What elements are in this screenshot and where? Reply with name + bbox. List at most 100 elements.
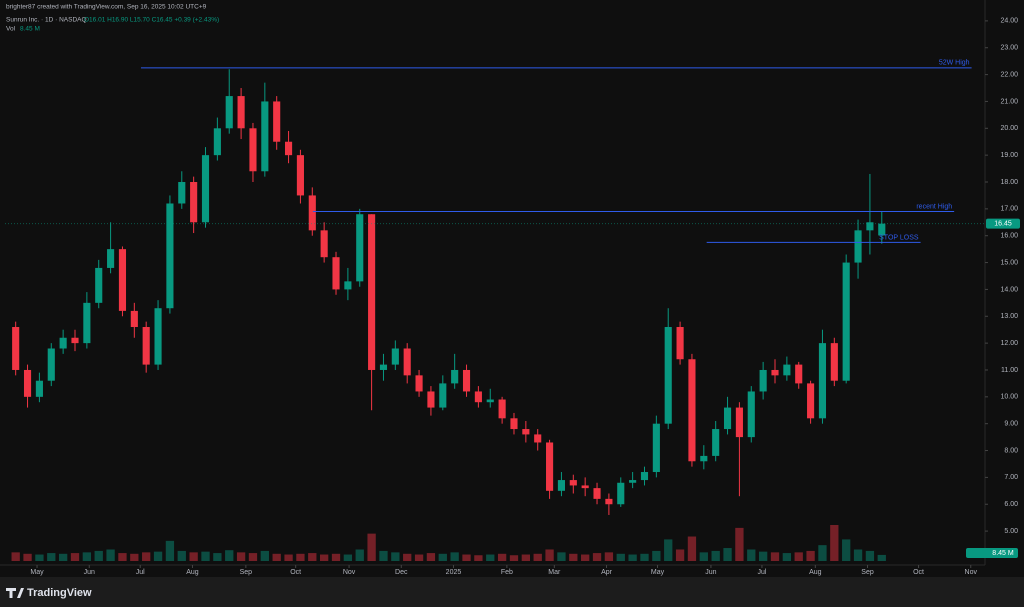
y-tick-label: 21.00 <box>1000 98 1018 105</box>
volume-bar <box>675 549 685 561</box>
candle-body <box>771 369 779 376</box>
volume-bar <box>569 553 578 561</box>
candle-body <box>557 480 565 491</box>
volume-bar <box>557 552 566 561</box>
candle-body <box>522 429 530 435</box>
volume-bar <box>165 540 175 561</box>
volume-bar <box>438 553 447 561</box>
volume-bar <box>486 554 495 561</box>
vol-label: Vol <box>6 26 16 33</box>
x-tick-label: May <box>651 569 665 576</box>
volume-bar <box>604 552 614 561</box>
candle-body <box>142 327 150 365</box>
candle-body <box>807 383 815 419</box>
y-tick-label: 23.00 <box>1000 45 1018 52</box>
volume-bar <box>260 550 269 561</box>
volume-bar <box>142 552 151 561</box>
volume-bar <box>521 554 530 561</box>
y-tick-label: 15.00 <box>1000 259 1018 266</box>
volume-bar <box>225 550 234 561</box>
candle-body <box>688 359 696 462</box>
candle-body <box>451 369 459 384</box>
volume-bar <box>426 553 436 561</box>
candle-body <box>107 249 115 268</box>
volume-bar <box>770 552 780 561</box>
volume-bar <box>628 554 637 561</box>
candle-body <box>95 267 103 303</box>
volume-bar <box>47 553 56 561</box>
x-tick-label: Sep <box>240 569 253 576</box>
volume-bar <box>723 548 732 561</box>
last-price-tag <box>986 218 1020 229</box>
annotation-label: 52W High <box>939 60 970 67</box>
x-tick-label: May <box>30 569 44 576</box>
volume-bar <box>391 552 400 561</box>
x-tick-label: Mar <box>548 569 561 576</box>
candle-body <box>368 214 376 370</box>
candle-body <box>12 327 20 370</box>
volume-bar <box>272 553 281 561</box>
volume-tag <box>966 548 1018 558</box>
candle-body <box>723 407 732 430</box>
candle-body <box>213 128 221 156</box>
volume-bar <box>782 553 792 561</box>
y-tick-label: 7.00 <box>1004 474 1018 481</box>
candle-body <box>498 399 506 419</box>
volume-bar <box>592 553 602 561</box>
candle-body <box>118 249 127 311</box>
volume-bar <box>581 554 590 561</box>
candle-body <box>605 498 613 505</box>
candle-body <box>866 222 874 231</box>
y-tick-label: 6.00 <box>1004 501 1018 508</box>
x-tick-label: Nov <box>965 569 978 576</box>
candle-body <box>640 472 649 481</box>
volume-bar <box>213 553 222 561</box>
volume-bar <box>367 533 376 561</box>
volume-bar <box>355 549 364 561</box>
volume-bar <box>201 551 210 561</box>
candle-body <box>747 391 755 438</box>
y-tick-label: 8.00 <box>1004 447 1018 454</box>
y-tick-label: 20.00 <box>1000 125 1018 132</box>
y-tick-label: 10.00 <box>1000 394 1018 401</box>
candle-body <box>854 230 862 263</box>
ohlc: O16.01 H16.90 L15.70 C16.45 +0.39 (+2.43… <box>84 17 219 24</box>
x-tick-label: Oct <box>290 569 301 576</box>
volume-bar <box>284 554 293 561</box>
candle-body <box>237 96 245 129</box>
volume-bar <box>130 553 139 561</box>
candle-body <box>795 364 803 384</box>
volume-bar <box>308 553 317 561</box>
x-tick-label: Nov <box>343 569 356 576</box>
logo-icon <box>6 588 24 598</box>
candle-body <box>427 391 435 408</box>
candle-body <box>83 302 91 344</box>
candle-body <box>285 141 293 156</box>
volume-bar <box>320 554 329 561</box>
last-price-label: 16.45 <box>994 220 1012 227</box>
x-tick-label: Sep <box>861 569 874 576</box>
volume-bar <box>818 545 827 561</box>
volume-bar <box>462 554 471 561</box>
credit: brighter87 created with TradingView.com,… <box>6 4 207 11</box>
volume-bar <box>58 553 68 561</box>
y-tick-label: 12.00 <box>1000 340 1018 347</box>
volume-bar <box>11 552 20 561</box>
volume-bar <box>616 553 625 561</box>
volume-bar <box>853 549 863 561</box>
y-tick-label: 19.00 <box>1000 152 1018 159</box>
x-tick-label: Jul <box>136 569 145 576</box>
candle-body <box>546 442 554 491</box>
x-tick-label: Dec <box>395 569 408 576</box>
candle-body <box>332 257 340 290</box>
volume-bar <box>236 552 246 561</box>
volume-bar <box>70 553 80 561</box>
candle-body <box>462 369 471 392</box>
volume-bar <box>640 553 649 561</box>
volume-bar <box>842 539 851 561</box>
candle-body <box>344 281 352 290</box>
candle-body <box>878 223 886 236</box>
candle-body <box>735 407 743 438</box>
x-tick-label: Feb <box>501 569 513 576</box>
candle-body <box>23 369 32 397</box>
